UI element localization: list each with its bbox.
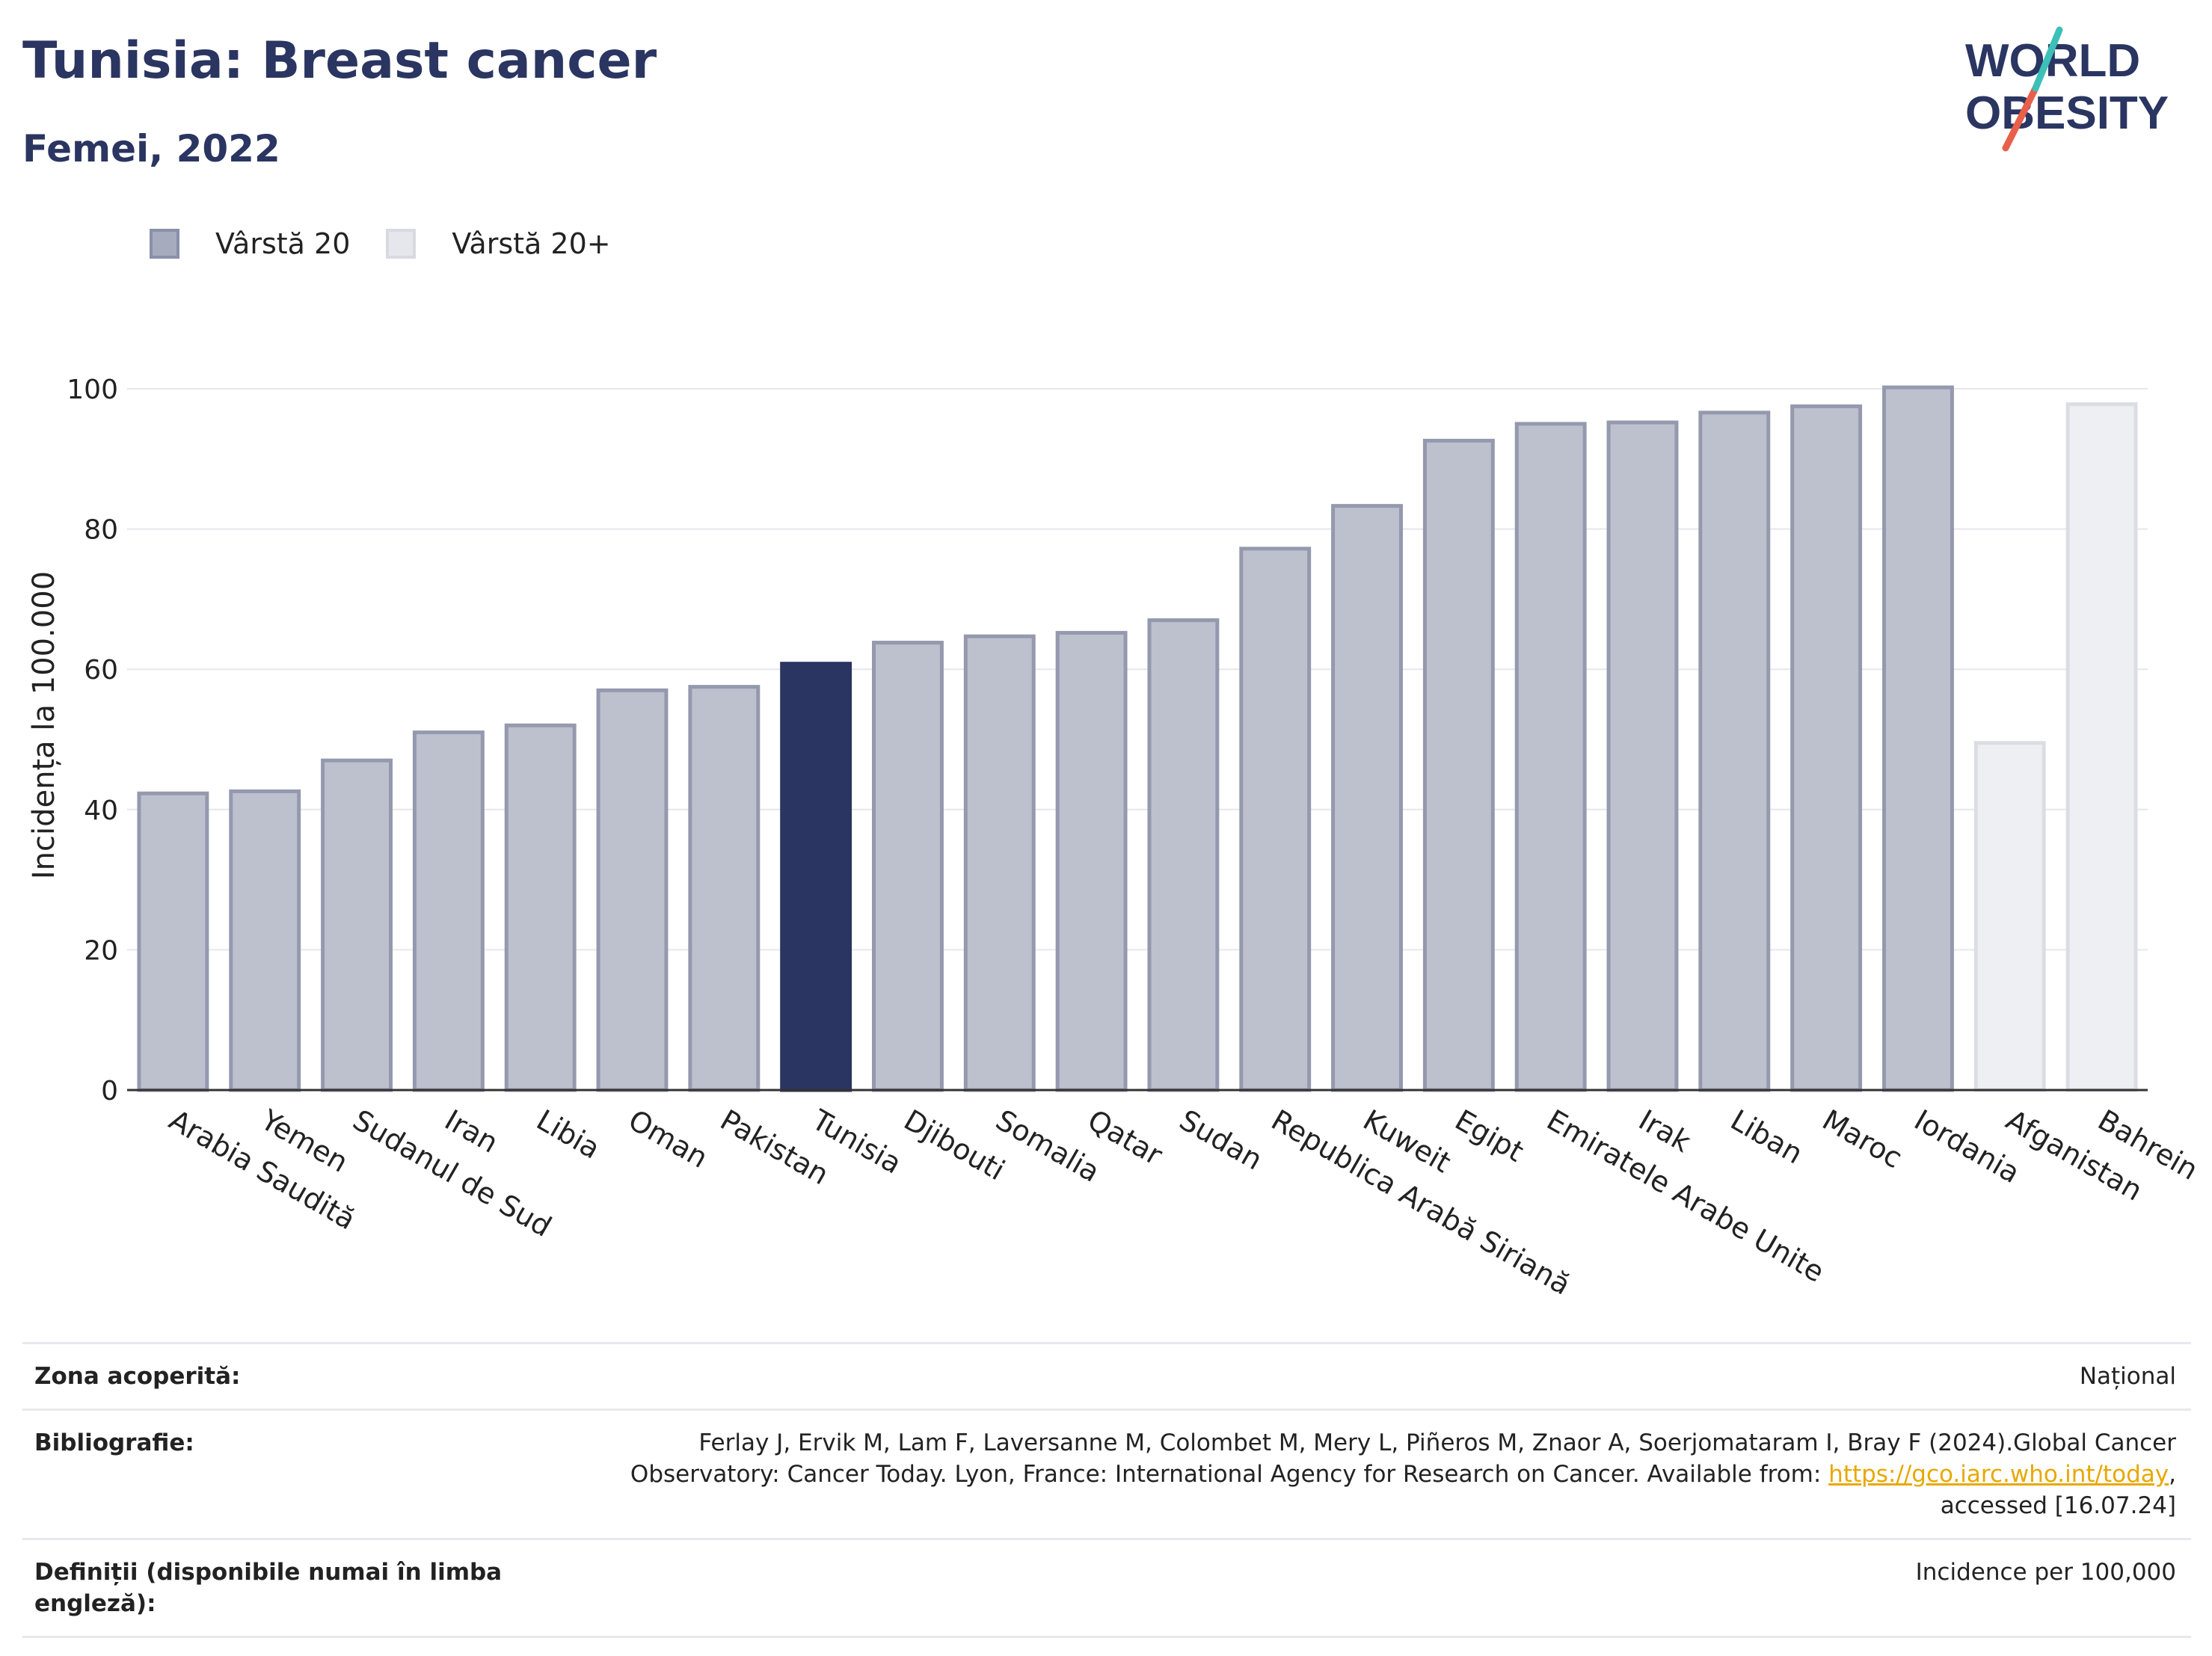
y-tick-label: 40 [84,795,118,826]
page-title: Tunisia: Breast cancer [22,31,657,90]
legend-swatch-age-20-plus [386,229,417,259]
bibliography-accessed: , accessed [16.07.24] [1940,1461,2176,1519]
x-tick-label: Iran [439,1104,503,1160]
x-tick-label: Liban [1725,1104,1808,1171]
world-obesity-logo: WORLD OBESITY [1965,26,2169,152]
x-tick-label: Iordania [1908,1104,2025,1189]
info-key-area: Zona acoperită: [34,1363,241,1390]
info-row-definitions: Definiții (disponibile numai în limba en… [22,1538,2191,1638]
info-value-area: Național [2079,1363,2176,1390]
bar[interactable] [1606,420,1679,1092]
info-key-definitions: Definiții (disponibile numai în limba en… [34,1559,503,1617]
logo-text-obesity: OBESITY [1965,87,2169,139]
bar[interactable] [1055,630,1128,1092]
info-table: Zona acoperită: Național Bibliografie: F… [22,1342,2191,1638]
page-subtitle: Femei, 2022 [22,127,280,170]
bar[interactable] [1698,410,1771,1092]
bar[interactable] [229,789,301,1092]
bar[interactable] [137,791,209,1092]
legend-item-age-20[interactable]: Vârstă 20 [150,227,350,260]
bar[interactable] [2065,402,2138,1092]
x-tick-label: Djibouti [898,1104,1010,1187]
y-tick-label: 0 [101,1076,118,1106]
legend-swatch-age-20 [150,229,179,259]
legend-item-age-20-plus[interactable]: Vârstă 20+ [386,227,611,260]
bar[interactable] [596,688,669,1092]
y-tick-label: 80 [84,515,118,546]
logo-slash-teal [2032,26,2063,92]
logo-slash-red [2002,84,2039,152]
x-tick-label: Irak [1633,1104,1696,1159]
y-tick-label: 20 [84,935,118,966]
x-tick-label: Somalia [990,1104,1105,1189]
legend-label-age-20: Vârstă 20 [215,227,351,260]
bar[interactable] [321,758,393,1092]
bar[interactable] [1882,385,1954,1092]
bar[interactable] [504,723,577,1092]
x-tick-label: Egipt [1449,1104,1529,1169]
bar[interactable] [872,641,944,1092]
bar[interactable] [1331,504,1403,1092]
x-tick-label: Sudan [1174,1104,1268,1177]
bar[interactable] [688,685,761,1092]
bibliography-link[interactable]: https://gco.iarc.who.int/today [1828,1461,2169,1488]
bar[interactable] [1514,422,1587,1092]
info-value-definitions: Incidence per 100,000 [1915,1559,2176,1586]
info-value-bibliography: Ferlay J, Ervik M, Lam F, Laversanne M, … [568,1427,2176,1521]
info-row-bibliography: Bibliografie: Ferlay J, Ervik M, Lam F, … [22,1409,2191,1538]
chart-legend: Vârstă 20 Vârstă 20+ [150,224,647,263]
bar[interactable] [1422,438,1495,1092]
bibliography-text: Ferlay J, Ervik M, Lam F, Laversanne M, … [630,1429,2176,1488]
bar[interactable] [1790,404,1863,1092]
y-tick-label: 60 [84,655,118,686]
info-key-bibliography: Bibliografie: [34,1429,194,1456]
info-row-area: Zona acoperită: Național [22,1342,2191,1409]
y-tick-label: 100 [67,375,118,405]
x-tick-label: Oman [623,1104,713,1175]
y-tick-labels: 0 20 40 60 80 100 [67,375,118,1106]
bar[interactable] [412,730,485,1092]
bar-chart: 0 20 40 60 80 100 Incidența la 100.000 Arabia… [27,375,2204,1302]
bar[interactable] [963,634,1036,1092]
bar[interactable] [1973,741,2046,1092]
bar[interactable] [1239,547,1312,1092]
legend-label-age-20-plus: Vârstă 20+ [452,227,611,260]
bar[interactable] [1147,618,1220,1092]
x-tick-label: Libia [531,1104,606,1166]
bars [137,385,2138,1092]
bar[interactable] [780,662,852,1092]
x-tick-label: Maroc [1817,1104,1908,1175]
y-axis-label: Incidența la 100.000 [27,571,61,879]
